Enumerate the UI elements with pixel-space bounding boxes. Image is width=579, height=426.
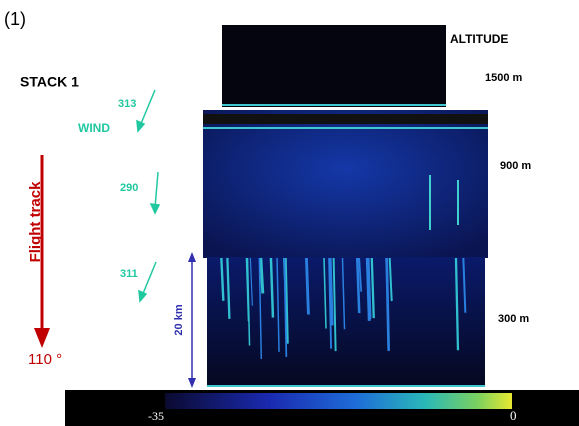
flight-track-label: Flight track [27,181,44,263]
radar-panel-top [222,25,446,107]
echo-streak [283,257,289,344]
altitude-label: 900 m [500,160,531,172]
echo-streak [226,257,231,319]
arrow-head [188,252,196,262]
colorbar [165,393,512,409]
arrow-head [149,203,161,215]
echo-streak [220,257,225,301]
scale-label: 20 km [173,304,185,335]
arrow-head [138,289,148,303]
echo-streak [385,257,391,351]
echo-streak [246,257,251,346]
heading-label: 110 ° [28,351,62,368]
wind-title: WIND [78,121,110,135]
echo-streak [305,257,310,315]
echo-streak [365,257,371,321]
stack-label: STACK 1 [20,74,79,90]
echo-streak [323,257,327,329]
echo-streak [370,257,375,319]
altitude-label: 1500 m [485,72,523,84]
echo-streak [269,257,275,318]
colorbar-min: -35 [148,409,164,423]
arrow-head [188,378,196,388]
echo-streak [258,257,263,360]
echo-streak [276,257,280,352]
altitude-title: ALTITUDE [450,32,508,46]
echo-streak [454,257,460,351]
wind-arrow [139,89,156,127]
ruler [203,114,488,124]
arrow-head [34,328,50,348]
wind-arrow [154,171,159,209]
arrow-head [136,119,146,133]
figure-label: (1) [4,9,26,29]
echo-streak [328,257,333,349]
echo-streak [388,257,393,302]
echo-streak [328,257,334,326]
wind-direction: 290 [120,182,138,194]
echo-streak [462,257,467,313]
wind-arrow [141,261,157,297]
echo-streak [358,257,363,292]
colorbar-max: 0 [510,408,517,423]
radar-panel-middle [203,110,488,258]
echo-streak [355,257,361,314]
echo-streak [341,257,346,330]
echo-streak [259,257,265,294]
wind-direction: 311 [120,268,138,280]
echo-streak [283,257,288,357]
altitude-label: 300 m [498,313,529,325]
radar-panel-bottom [207,257,485,387]
echo-streak [332,257,337,352]
wind-direction: 313 [118,98,136,110]
echo-streaks [220,175,467,360]
echo-streak [249,257,253,306]
colorbar-unit: (dBz) [528,402,555,416]
